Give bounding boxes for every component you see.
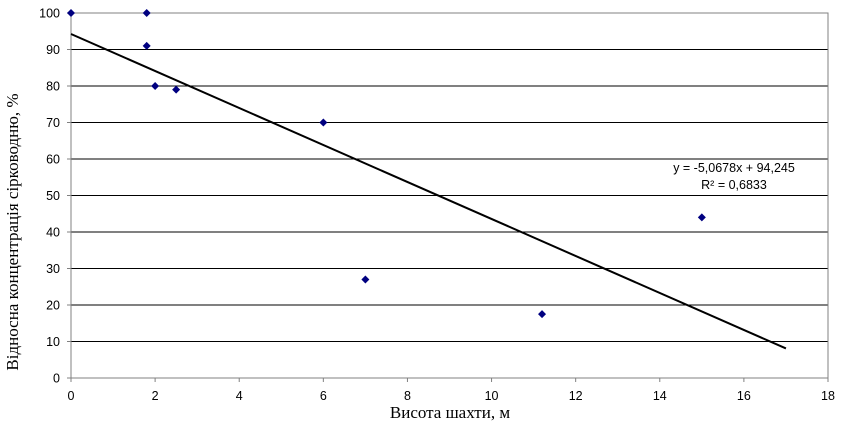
y-tick-labels: 0 10 20 30 40 50 60 70 80 90 100 <box>39 7 60 386</box>
data-point <box>142 41 151 50</box>
data-point <box>142 9 151 17</box>
data-point <box>319 118 328 127</box>
x-tick-label: 12 <box>569 389 583 403</box>
x-tick-label: 14 <box>653 389 667 403</box>
y-tick-label: 40 <box>46 226 60 240</box>
trendline <box>70 33 787 350</box>
x-tick-label: 18 <box>821 389 835 403</box>
y-tick-label: 30 <box>46 262 60 276</box>
x-tick-marks <box>70 378 829 382</box>
x-tick-label: 6 <box>320 389 327 403</box>
x-tick-label: 4 <box>236 389 243 403</box>
data-point <box>361 275 370 284</box>
x-tick-label: 8 <box>404 389 411 403</box>
data-point <box>151 82 160 90</box>
y-tick-label: 0 <box>53 372 60 386</box>
y-tick-label: 50 <box>46 189 60 203</box>
x-tick-label: 0 <box>68 389 75 403</box>
x-tick-label: 2 <box>152 389 159 403</box>
data-point <box>172 85 181 94</box>
data-points <box>67 9 706 319</box>
y-tick-marks <box>67 12 71 379</box>
x-axis-title: Висота шахти, м <box>390 403 510 422</box>
gridlines <box>71 12 828 379</box>
y-tick-label: 60 <box>46 153 60 167</box>
y-tick-label: 70 <box>46 116 60 130</box>
x-tick-labels: 0 2 4 6 8 10 12 14 16 18 <box>68 389 835 403</box>
data-point <box>697 213 706 222</box>
y-tick-label: 80 <box>46 80 60 94</box>
data-point <box>538 310 547 319</box>
x-tick-label: 10 <box>485 389 499 403</box>
y-axis-title: Відносна концентрація сірководню, % <box>3 93 22 370</box>
trendline-equation: y = -5,0678x + 94,245 <box>673 161 795 175</box>
data-point <box>67 9 75 17</box>
x-tick-label: 16 <box>737 389 751 403</box>
y-tick-label: 20 <box>46 299 60 313</box>
y-tick-label: 90 <box>46 43 60 57</box>
y-tick-label: 100 <box>39 7 60 21</box>
y-tick-label: 10 <box>46 335 60 349</box>
r-squared-label: R² = 0,6833 <box>701 178 767 192</box>
